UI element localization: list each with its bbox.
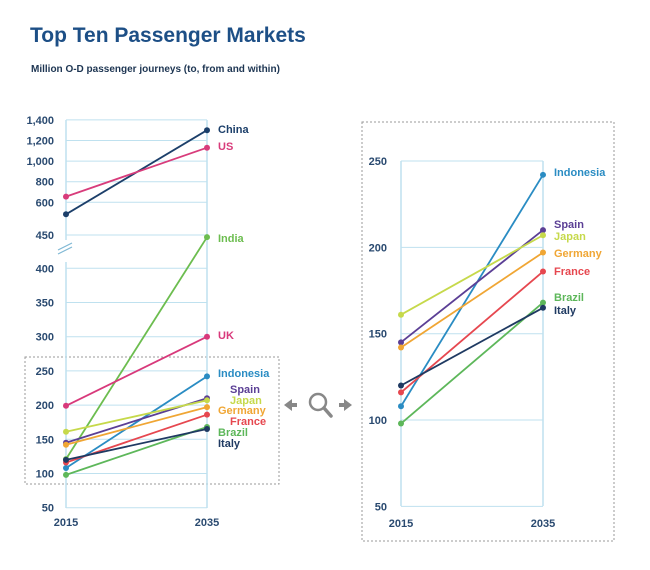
series-label-indonesia: Indonesia [218,368,270,380]
data-point-india-2035 [204,234,210,241]
data-point-japan-2015 [63,428,69,435]
chart-title: Top Ten Passenger Markets [30,24,306,47]
series-label-japan: Japan [554,231,586,243]
y-tick-label: 450 [36,230,54,242]
series-line-india [65,236,208,460]
series-line-japan [400,234,544,316]
y-tick-label: 250 [36,366,54,378]
y-tick-label: 1,000 [26,156,54,168]
data-point-germany-2035 [204,404,210,411]
data-point-us-2035 [204,144,210,151]
data-point-japan-2035 [540,232,546,239]
series-line-us [65,146,208,198]
y-tick-label: 100 [36,469,54,481]
data-point-spain-2035 [540,227,546,234]
data-point-france-2035 [204,411,210,418]
y-tick-label: 1,200 [26,136,54,148]
data-point-indonesia-2015 [63,465,69,472]
zoom-panel-box [361,121,615,542]
data-point-indonesia-2035 [540,171,546,178]
data-point-france-2035 [540,268,546,275]
magnifier-handle [322,406,333,418]
y-tick-label: 200 [369,242,387,254]
data-point-germany-2015 [398,344,404,351]
series-label-uk: UK [218,330,234,342]
series-label-china: China [218,124,249,136]
series-label-japan: Japan [230,395,262,407]
series-line-indonesia [400,174,544,407]
data-point-germany-2015 [63,441,69,448]
arrow-right-icon [339,399,352,411]
y-tick-label: 400 [36,263,54,275]
series-label-italy: Italy [218,438,241,450]
series-line-uk [65,335,208,407]
data-point-brazil-2015 [63,471,69,478]
y-tick-label: 100 [369,415,387,427]
y-tick-label: 1,400 [26,115,54,127]
series-line-italy [400,307,544,387]
data-point-uk-2015 [63,402,69,409]
x-tick-label: 2015 [389,518,413,530]
data-point-china-2015 [63,211,69,218]
x-tick-label: 2035 [195,517,219,529]
series-label-germany: Germany [554,248,603,260]
data-point-china-2035 [204,127,210,134]
data-point-italy-2035 [540,304,546,311]
y-tick-label: 50 [42,503,54,515]
series-label-brazil: Brazil [554,292,584,304]
y-tick-label: 250 [369,156,387,168]
series-line-japan [65,399,208,433]
zoom-region-box [24,356,280,485]
data-point-italy-2035 [204,426,210,433]
series-label-italy: Italy [554,305,577,317]
arrow-left-icon [284,399,297,411]
axis-break-mark [57,242,73,251]
data-point-indonesia-2035 [204,373,210,380]
series-label-germany: Germany [218,405,267,417]
series-line-brazil [400,301,544,425]
data-point-italy-2015 [63,456,69,463]
series-label-brazil: Brazil [218,427,248,439]
series-line-italy [65,428,208,461]
magnifier-icon [308,392,328,412]
data-point-japan-2015 [398,311,404,318]
y-tick-label: 150 [369,329,387,341]
series-label-spain: Spain [554,219,584,231]
x-tick-label: 2035 [531,518,555,530]
y-tick-label: 300 [36,332,54,344]
y-tick-label: 600 [36,197,54,209]
y-tick-label: 800 [36,177,54,189]
series-label-india: India [218,233,245,245]
y-tick-label: 150 [36,434,54,446]
data-point-japan-2035 [204,397,210,404]
series-label-france: France [554,266,590,278]
data-point-spain-2015 [398,339,404,346]
data-point-france-2015 [398,389,404,396]
y-tick-label: 50 [375,501,387,513]
series-label-france: France [230,416,266,428]
data-point-uk-2035 [204,333,210,340]
data-point-germany-2035 [540,249,546,256]
data-point-indonesia-2015 [398,403,404,410]
series-line-germany [400,251,544,349]
series-label-spain: Spain [230,384,260,396]
axis-break-mark [57,246,73,255]
data-point-brazil-2035 [540,299,546,306]
series-line-germany [65,406,208,446]
y-tick-label: 200 [36,400,54,412]
series-line-indonesia [65,375,208,469]
data-point-italy-2015 [398,382,404,389]
x-tick-label: 2015 [54,517,78,529]
y-tick-label: 350 [36,298,54,310]
data-point-brazil-2015 [398,420,404,427]
series-label-indonesia: Indonesia [554,167,606,179]
series-label-us: US [218,141,233,153]
chart-subtitle: Million O-D passenger journeys (to, from… [31,64,280,75]
data-point-us-2015 [63,193,69,200]
